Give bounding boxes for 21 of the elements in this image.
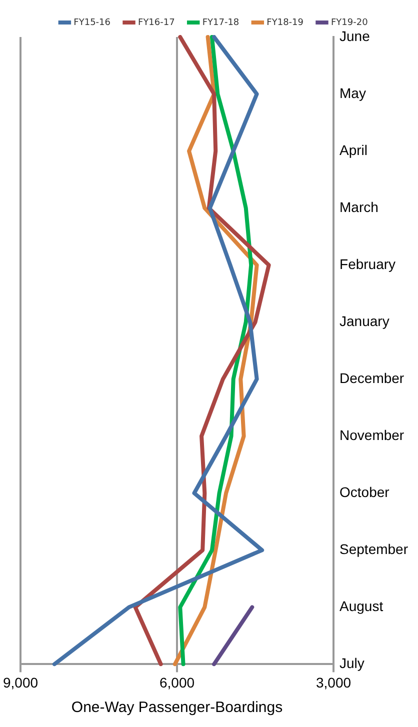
y-tick-label: November bbox=[340, 426, 404, 443]
legend-label: FY17-18 bbox=[202, 18, 240, 28]
y-tick-label: December bbox=[340, 370, 404, 386]
y-tick-label: January bbox=[340, 312, 390, 329]
x-tick-label: 6,000 bbox=[159, 674, 195, 690]
y-tick-label: July bbox=[340, 655, 364, 672]
y-tick-label: September bbox=[340, 541, 408, 558]
x-tick-label: 3,000 bbox=[316, 674, 352, 690]
y-tick-label: March bbox=[340, 198, 378, 215]
y-tick-label: April bbox=[340, 142, 368, 158]
legend-label: FY15-16 bbox=[74, 18, 111, 28]
legend-label: FY19-20 bbox=[330, 18, 368, 28]
x-tick-label: 9,000 bbox=[2, 674, 38, 690]
x-axis-title: One-Way Passenger-Boardings bbox=[71, 699, 283, 716]
y-tick-label: February bbox=[340, 256, 396, 272]
y-tick-label: October bbox=[340, 484, 390, 500]
legend-label: FY16-17 bbox=[138, 18, 175, 28]
y-tick-label: June bbox=[340, 28, 370, 44]
y-tick-label: August bbox=[340, 598, 384, 614]
legend-label: FY18-19 bbox=[266, 18, 304, 28]
y-tick-label: May bbox=[340, 84, 366, 101]
